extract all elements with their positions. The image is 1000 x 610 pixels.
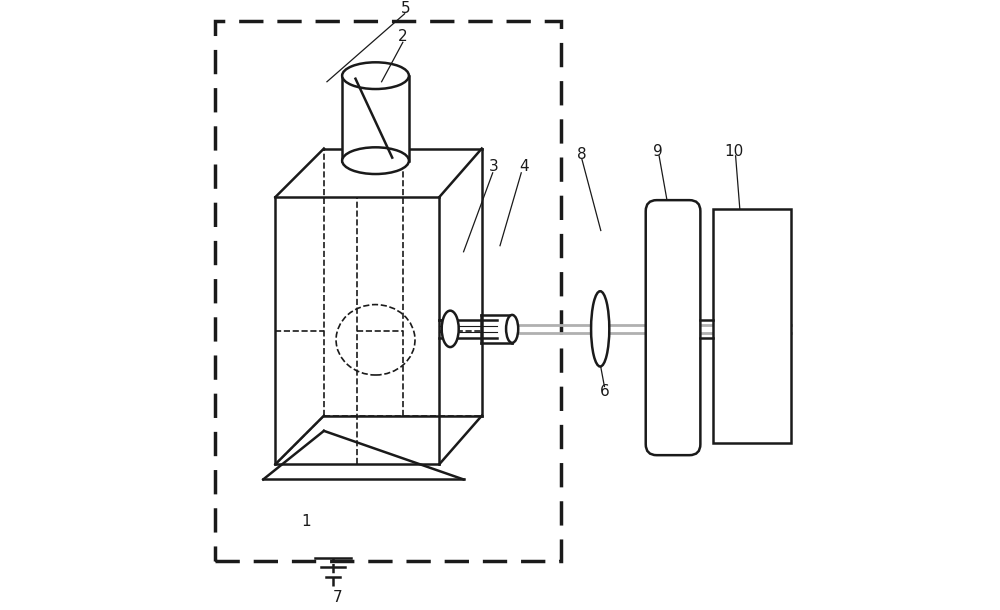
- Ellipse shape: [342, 148, 409, 174]
- Text: 9: 9: [653, 144, 663, 159]
- Ellipse shape: [506, 315, 518, 343]
- Text: 10: 10: [724, 144, 743, 159]
- Text: 2: 2: [398, 29, 408, 44]
- FancyBboxPatch shape: [646, 200, 700, 455]
- Text: 3: 3: [489, 159, 499, 174]
- Text: 4: 4: [519, 159, 529, 174]
- Ellipse shape: [591, 291, 609, 367]
- Text: 8: 8: [577, 147, 587, 162]
- Ellipse shape: [342, 62, 409, 89]
- Text: 1: 1: [301, 514, 311, 529]
- Ellipse shape: [442, 310, 459, 347]
- Polygon shape: [342, 76, 409, 160]
- Text: 7: 7: [332, 590, 342, 605]
- Polygon shape: [713, 209, 791, 443]
- Text: 5: 5: [401, 1, 411, 16]
- Text: 6: 6: [600, 384, 609, 399]
